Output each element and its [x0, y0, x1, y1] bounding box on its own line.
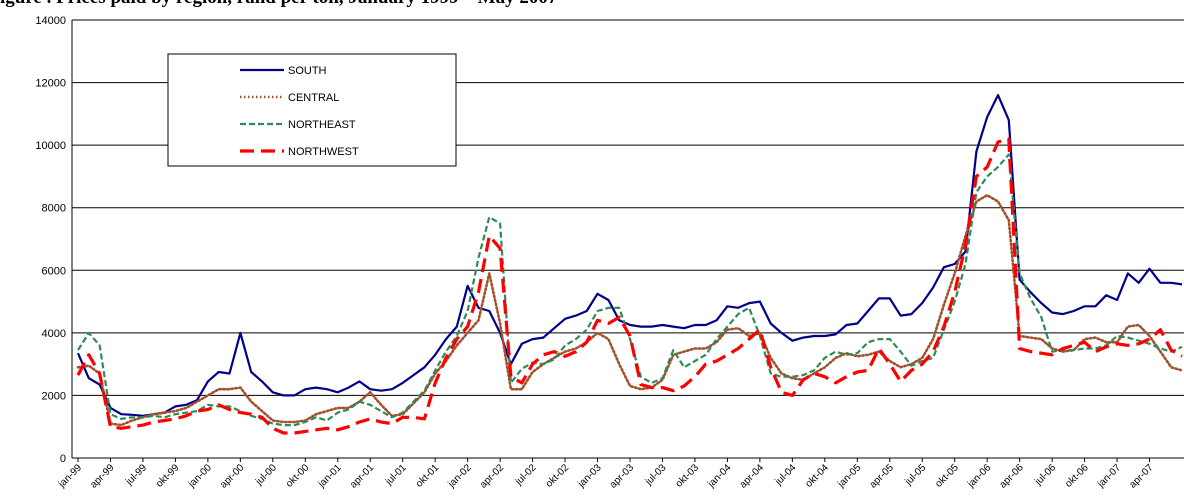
- x-tick-label: jul-03: [643, 462, 669, 488]
- x-tick-label: okt-06: [1063, 462, 1091, 490]
- x-tick-label: apr-06: [998, 462, 1027, 491]
- legend-label: SOUTH: [288, 65, 327, 77]
- x-tick-label: okt-05: [933, 462, 961, 490]
- x-tick-label: apr-07: [1127, 462, 1156, 491]
- x-tick-label: okt-02: [544, 462, 572, 490]
- y-tick-label: 6000: [42, 265, 66, 277]
- x-tick-label: jan-00: [186, 462, 214, 490]
- x-tick-label: jul-06: [1032, 462, 1058, 488]
- x-tick-label: apr-04: [738, 462, 767, 491]
- y-tick-label: 12000: [35, 78, 66, 90]
- legend-box: [167, 53, 457, 167]
- x-tick-label: jan-07: [1095, 462, 1123, 490]
- x-tick-label: jan-06: [965, 462, 993, 490]
- x-tick-label: apr-03: [608, 462, 637, 491]
- x-tick-label: okt-01: [414, 462, 442, 490]
- x-tick-label: jan-02: [446, 462, 474, 490]
- x-tick-label: jul-04: [773, 462, 799, 488]
- x-tick-label: jan-99: [56, 462, 84, 490]
- x-tick-label: apr-02: [478, 462, 507, 491]
- series-line-northwest: [76, 137, 1183, 435]
- x-tick-label: jul-01: [383, 462, 409, 488]
- series-line-south: [76, 93, 1183, 417]
- x-tick-label: okt-99: [154, 462, 182, 490]
- legend-label: CENTRAL: [288, 92, 339, 104]
- y-tick-label: 14000: [35, 15, 66, 27]
- legend-label: NORTHEAST: [288, 119, 356, 131]
- x-tick-label: apr-99: [88, 462, 117, 491]
- x-tick-label: jul-00: [253, 462, 279, 488]
- y-tick-label: 0: [60, 453, 66, 465]
- x-tick-label: jul-02: [513, 462, 539, 488]
- x-tick-label: jan-05: [835, 462, 863, 490]
- x-tick-label: jan-03: [575, 462, 603, 490]
- x-tick-label: jul-05: [903, 462, 929, 488]
- series-line-central: [76, 193, 1184, 427]
- x-tick-label: apr-00: [218, 462, 247, 491]
- x-tick-label: jul-99: [123, 462, 149, 488]
- chart-title: igure . Prices paid by region, rand per …: [0, 0, 1184, 11]
- x-tick-label: apr-05: [868, 462, 897, 491]
- x-tick-label: jan-04: [705, 462, 733, 490]
- series-lines: [76, 93, 1184, 435]
- x-tick-label: okt-03: [674, 462, 702, 490]
- y-tick-label: 4000: [42, 328, 66, 340]
- legend-label: NORTHWEST: [288, 146, 359, 158]
- y-tick-label: 10000: [35, 140, 66, 152]
- y-tick-label: 8000: [42, 203, 66, 215]
- legend: SOUTH CENTRAL NORTHEAST NORTHWEST: [167, 53, 457, 167]
- y-tick-label: 2000: [42, 390, 66, 402]
- x-tick-label: okt-04: [804, 462, 832, 490]
- x-tick-label: okt-00: [284, 462, 312, 490]
- x-tick-label: jan-01: [316, 462, 344, 490]
- x-tick-label: apr-01: [348, 462, 377, 491]
